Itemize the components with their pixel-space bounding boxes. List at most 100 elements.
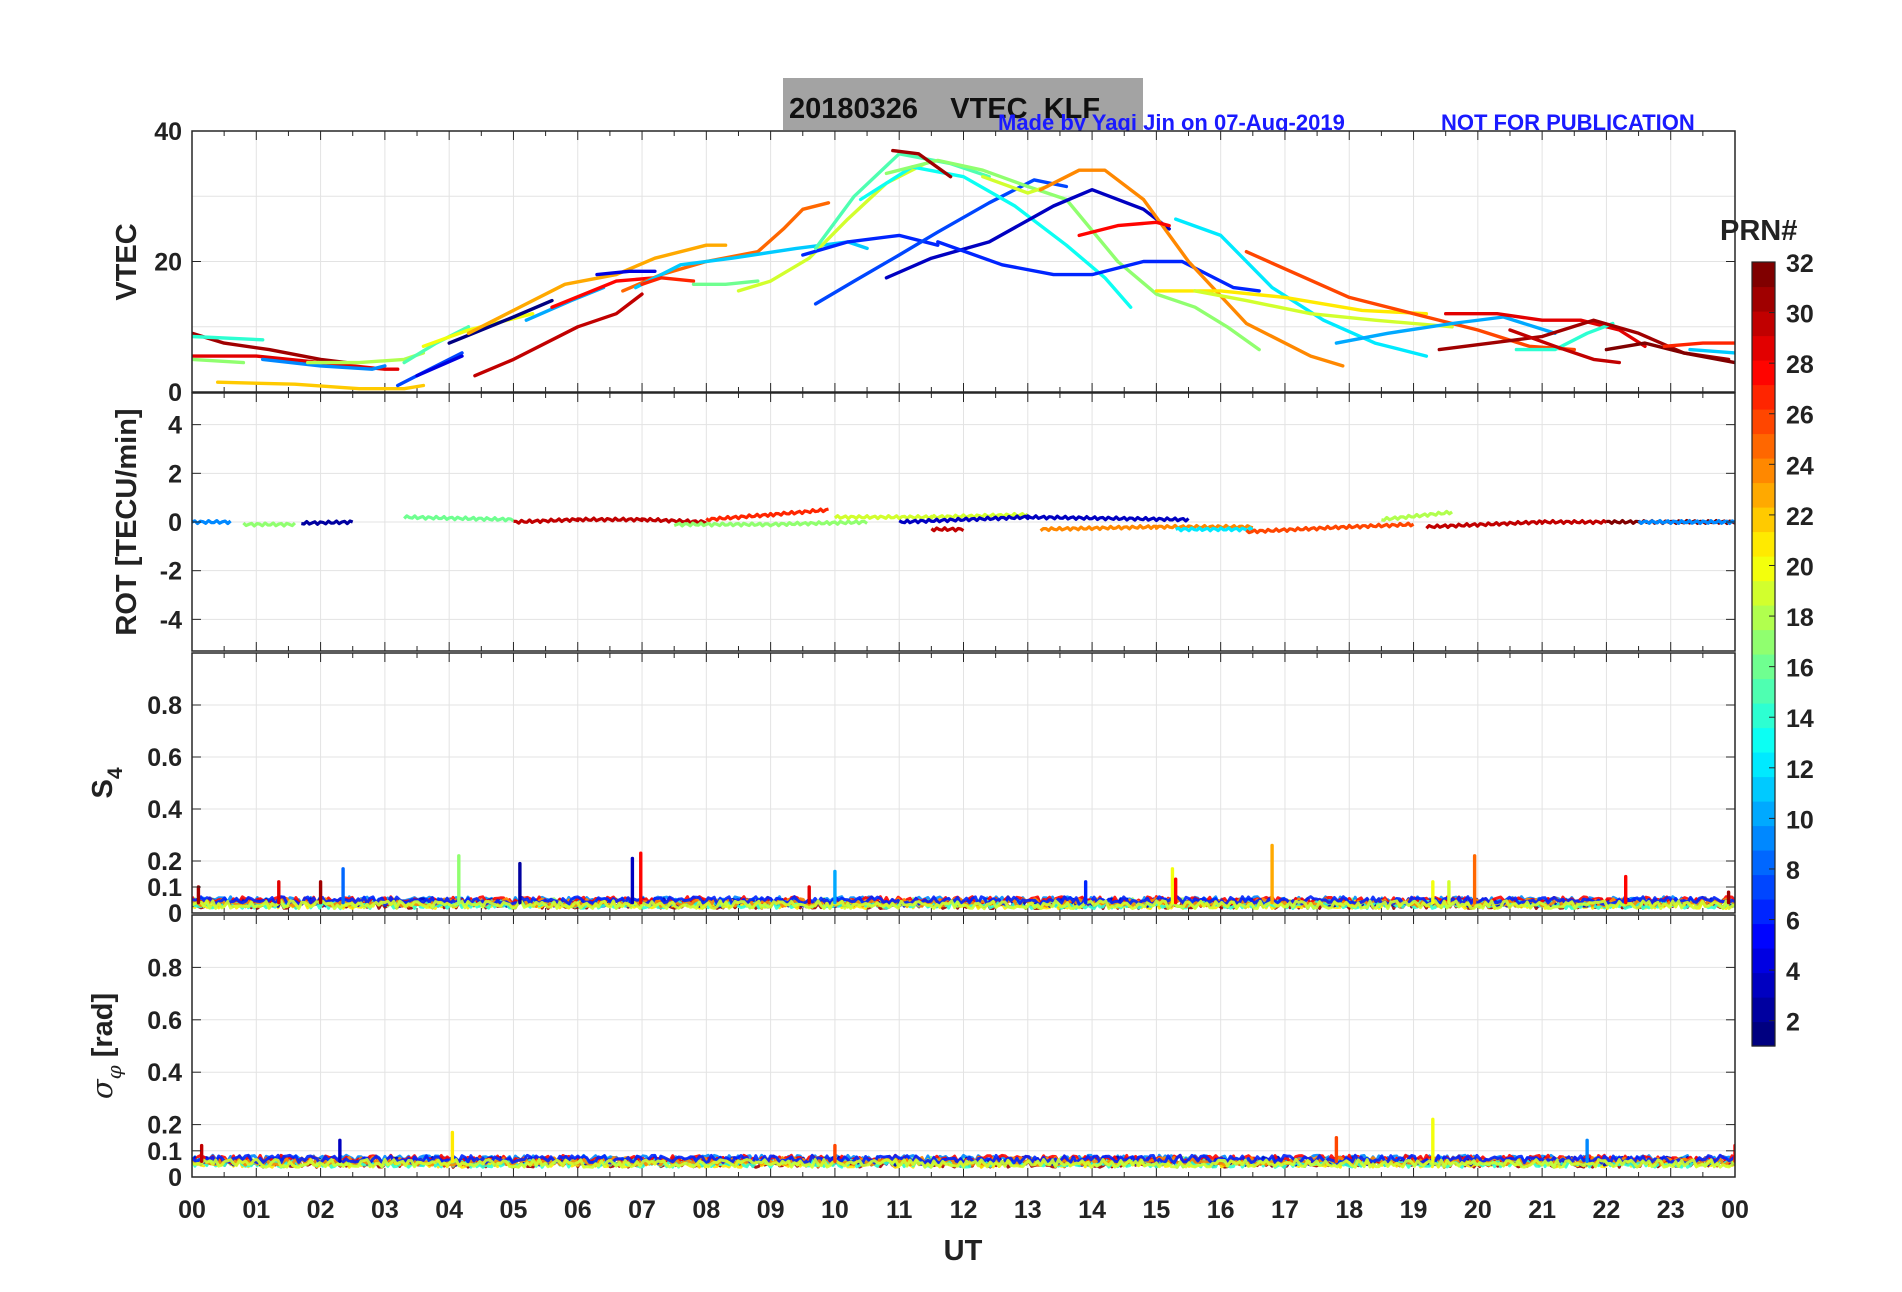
- title-background: [783, 78, 1143, 130]
- y-tick-label: 0.8: [147, 692, 182, 720]
- colorbar-swatch: [1752, 311, 1775, 337]
- colorbar-swatch: [1752, 1021, 1775, 1047]
- vtec-series-line: [1077, 220, 1171, 238]
- colorbar-strip: [1752, 262, 1775, 1047]
- y-tick-label: 40: [154, 118, 182, 146]
- x-tick-label: 07: [628, 1196, 656, 1224]
- vtec-series-line: [415, 354, 464, 378]
- colorbar-swatch: [1752, 482, 1775, 508]
- colorbar-swatch: [1752, 360, 1775, 386]
- x-tick-label: 08: [692, 1196, 720, 1224]
- colorbar-swatch: [1752, 850, 1775, 876]
- x-tick-label: 04: [435, 1196, 463, 1224]
- vtec-series-line: [1604, 341, 1735, 365]
- colorbar-swatch: [1752, 286, 1775, 312]
- colorbar-swatch: [1752, 605, 1775, 631]
- sigma-series: [192, 1117, 1735, 1169]
- x-tick-label: 13: [1014, 1196, 1042, 1224]
- colorbar-swatch: [1752, 899, 1775, 925]
- colorbar-swatch: [1752, 752, 1775, 778]
- rot-yticks: -4 -2 0 2 4: [160, 412, 1735, 634]
- vtec-series-line: [192, 334, 265, 342]
- y-tick-label: 0.2: [147, 848, 182, 876]
- vtec-ylabel: VTEC: [111, 223, 143, 300]
- sigma-ylabel: σφ [rad]: [85, 993, 126, 1099]
- rot-series-line: [242, 521, 297, 528]
- colorbar-tick-label: 20: [1786, 553, 1814, 581]
- x-tick-label: 02: [307, 1196, 335, 1224]
- x-tick-label: 18: [1335, 1196, 1363, 1224]
- colorbar-swatch: [1752, 801, 1775, 827]
- colorbar-swatch: [1752, 825, 1775, 851]
- vtec-series-line: [1173, 217, 1429, 358]
- vtec-series-line: [1334, 315, 1557, 345]
- vtec-series-line: [1688, 347, 1735, 355]
- x-tick-labels: 00 01 02 03 04 05 06 07 08 09 10 11 12 13 14 15 16 17 18 19…: [178, 1196, 1749, 1224]
- y-tick-label: 0.4: [147, 1059, 182, 1087]
- vtec-series: [192, 148, 1735, 391]
- x-tick-label: 22: [1593, 1196, 1621, 1224]
- colorbar-swatch: [1752, 923, 1775, 949]
- colorbar-tick-label: 32: [1786, 250, 1814, 278]
- title-box: 20180326 VTEC KLF: [783, 78, 1143, 130]
- rot-series-line: [1381, 509, 1454, 522]
- colorbar-tick-label: 14: [1786, 705, 1814, 733]
- s4-ylabel: S4: [87, 767, 127, 798]
- sigma-yticks: 00.10.2 0.4 0.6 0.8: [147, 954, 1735, 1192]
- vtec-series-line: [215, 380, 426, 391]
- y-tick-label: 0.1: [147, 874, 182, 902]
- colorbar-tick-label: 24: [1786, 452, 1814, 480]
- x-tick-label: 20: [1464, 1196, 1492, 1224]
- x-tick-label: 01: [242, 1196, 270, 1224]
- colorbar-tick-label: 2: [1786, 1009, 1800, 1037]
- rot-series-line: [1425, 518, 1608, 530]
- y-tick-label: 0: [168, 509, 182, 537]
- x-tick-label: 17: [1271, 1196, 1299, 1224]
- x-tick-label: 00: [178, 1196, 206, 1224]
- vtec-series-line: [550, 276, 657, 309]
- colorbar-swatch: [1752, 654, 1775, 680]
- y-tick-label: 2: [168, 460, 182, 488]
- colorbar-tick-label: 16: [1786, 655, 1814, 683]
- y-tick-label: 0.4: [147, 796, 182, 824]
- y-tick-label: 0.6: [147, 744, 182, 772]
- colorbar-tick-label: 22: [1786, 503, 1814, 531]
- colorbar-swatch: [1752, 458, 1775, 484]
- vtec-series-line: [891, 148, 953, 179]
- rot-series-line: [705, 507, 829, 523]
- rot-ylabel: ROT [TECU/min]: [111, 408, 143, 635]
- sigma-frame: [191, 914, 1736, 1178]
- colorbar-swatch: [1752, 874, 1775, 900]
- x-tick-label: 09: [757, 1196, 785, 1224]
- x-tick-label: 23: [1657, 1196, 1685, 1224]
- x-tick-label: 21: [1528, 1196, 1556, 1224]
- s4-panel: 00.10.2 0.4 0.6 0.8 S4: [87, 652, 1736, 928]
- colorbar-swatch: [1752, 972, 1775, 998]
- vtec-series-line: [447, 298, 554, 345]
- colorbar-swatch: [1752, 776, 1775, 802]
- s4-series: [192, 843, 1735, 911]
- vtec-series-line: [261, 357, 387, 371]
- colorbar-swatch: [1752, 580, 1775, 606]
- colorbar-frame: [1751, 261, 1776, 1047]
- vtec-panel: 0 20 40 VTEC: [111, 118, 1736, 407]
- vtec-series-line: [1244, 249, 1577, 352]
- x-tick-label: 16: [1207, 1196, 1235, 1224]
- vtec-series-line: [691, 279, 760, 286]
- colorbar-tick-label: 12: [1786, 756, 1814, 784]
- x-tick-label: 03: [371, 1196, 399, 1224]
- x-tick-label: 00: [1721, 1196, 1749, 1224]
- y-tick-label: 0.6: [147, 1007, 182, 1035]
- s4-yticks: 00.10.2 0.4 0.6 0.8: [147, 692, 1735, 928]
- colorbar-tick-label: 10: [1786, 806, 1814, 834]
- rot-series-line: [1637, 518, 1735, 526]
- colorbar-swatch: [1752, 727, 1775, 753]
- y-tick-label: 20: [154, 249, 182, 277]
- chart-title: 20180326 VTEC KLF: [789, 93, 1100, 125]
- y-tick-label: 4: [168, 412, 182, 440]
- vtec-series-line: [813, 152, 991, 251]
- y-tick-label: 0.1: [147, 1138, 182, 1166]
- colorbar-tick-label: 30: [1786, 301, 1814, 329]
